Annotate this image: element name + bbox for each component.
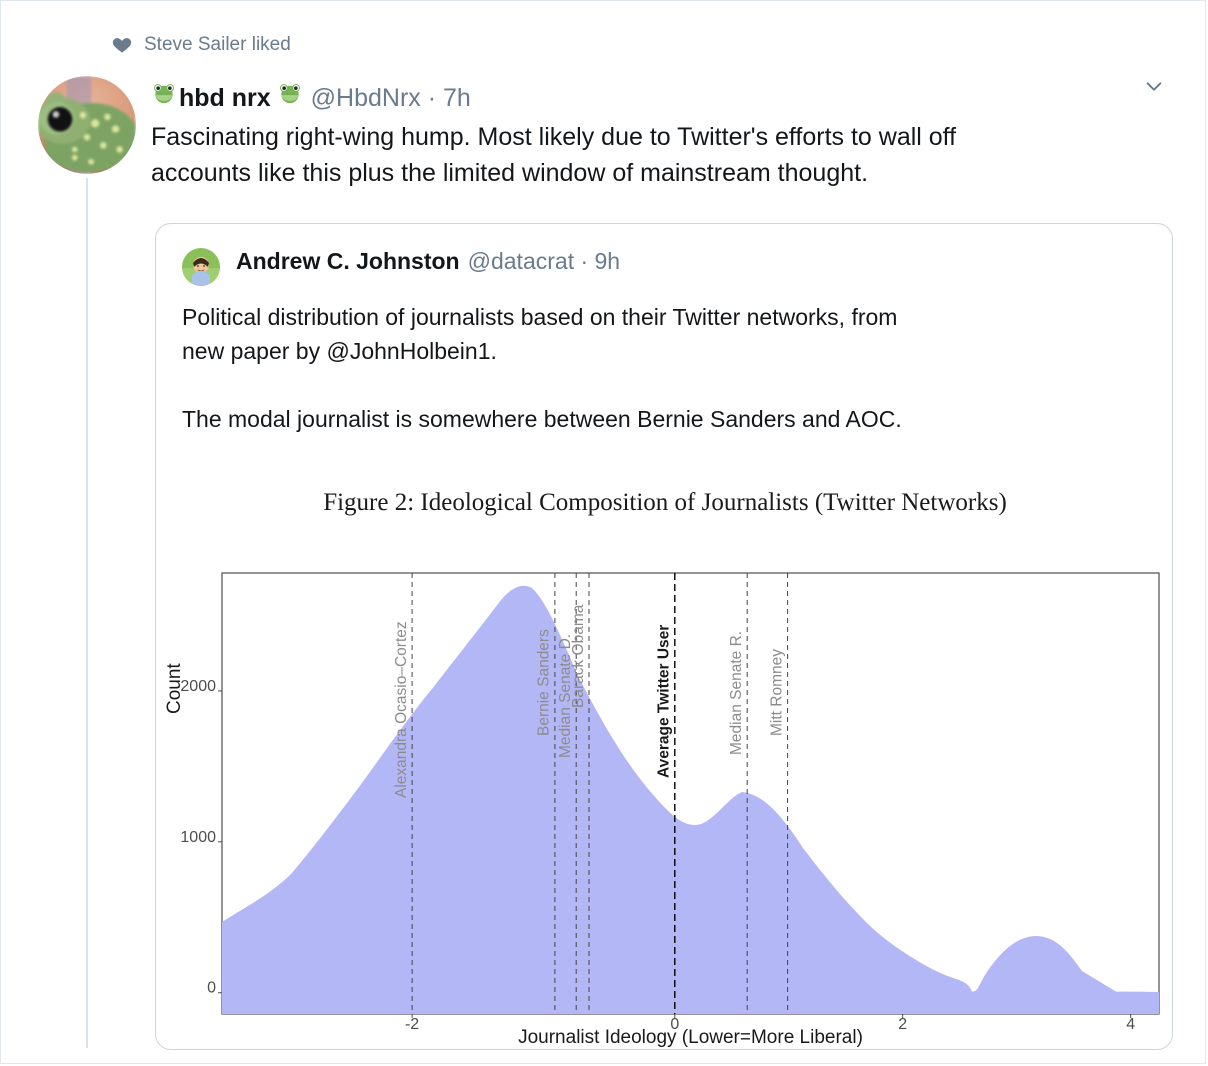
svg-text:0: 0: [207, 980, 216, 997]
svg-text:Barack Obama: Barack Obama: [570, 604, 587, 708]
svg-text:1000: 1000: [180, 829, 216, 846]
svg-text:Bernie Sanders: Bernie Sanders: [536, 629, 553, 736]
svg-text:Alexandra Ocasio–Cortez: Alexandra Ocasio–Cortez: [393, 621, 410, 798]
svg-text:Median Senate R.: Median Senate R.: [728, 631, 745, 755]
svg-text:Mitt Romney: Mitt Romney: [768, 649, 785, 736]
svg-text:Average Twitter User: Average Twitter User: [656, 625, 673, 778]
